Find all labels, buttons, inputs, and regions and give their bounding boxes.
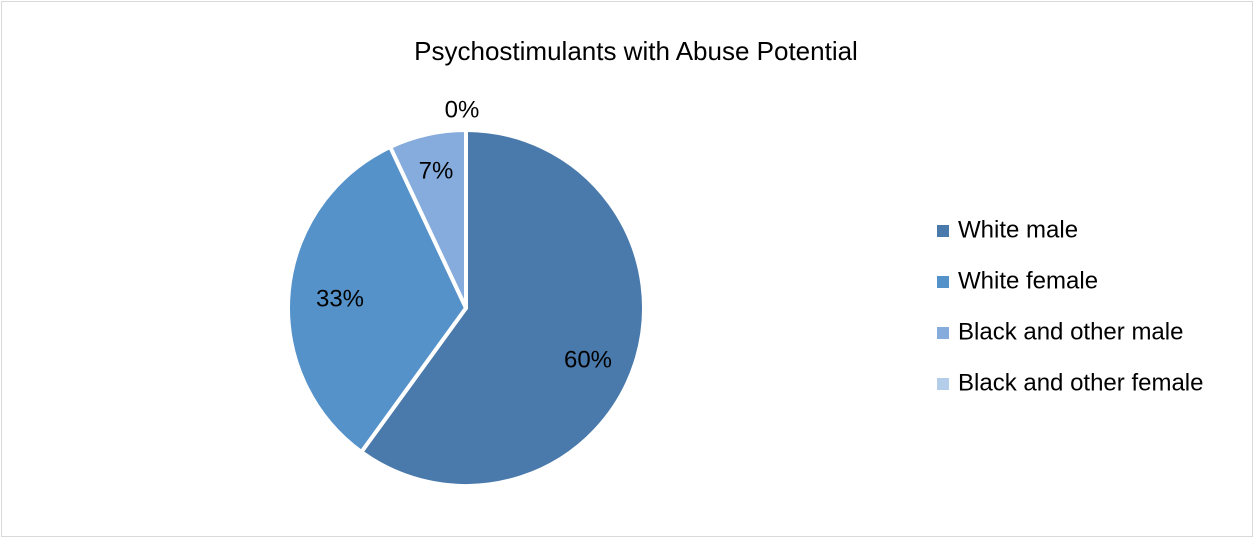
legend-label-black-and-other-female: Black and other female [958, 369, 1203, 396]
legend-swatch-white-male [937, 225, 949, 237]
data-label-black-and-other-female: 0% [445, 96, 480, 123]
pie-data-labels: 60% 33% 7% 0% [316, 96, 612, 373]
data-label-white-male: 60% [564, 346, 612, 373]
legend-swatch-black-and-other-female [937, 378, 949, 390]
legend-label-white-female: White female [958, 267, 1098, 294]
legend-swatch-black-and-other-male [937, 327, 949, 339]
chart-legend: White male White female Black and other ma… [937, 216, 1203, 396]
data-label-black-and-other-male: 7% [419, 157, 454, 184]
pie-slices [286, 128, 646, 488]
legend-label-black-and-other-male: Black and other male [958, 318, 1183, 345]
data-label-white-female: 33% [316, 285, 364, 312]
pie-slice-white-female [286, 144, 468, 455]
legend-label-white-male: White male [958, 216, 1078, 243]
chart-title: Psychostimulants with Abuse Potential [414, 36, 858, 66]
legend-swatch-white-female [937, 276, 949, 288]
pie-slice-white-male [359, 128, 646, 488]
